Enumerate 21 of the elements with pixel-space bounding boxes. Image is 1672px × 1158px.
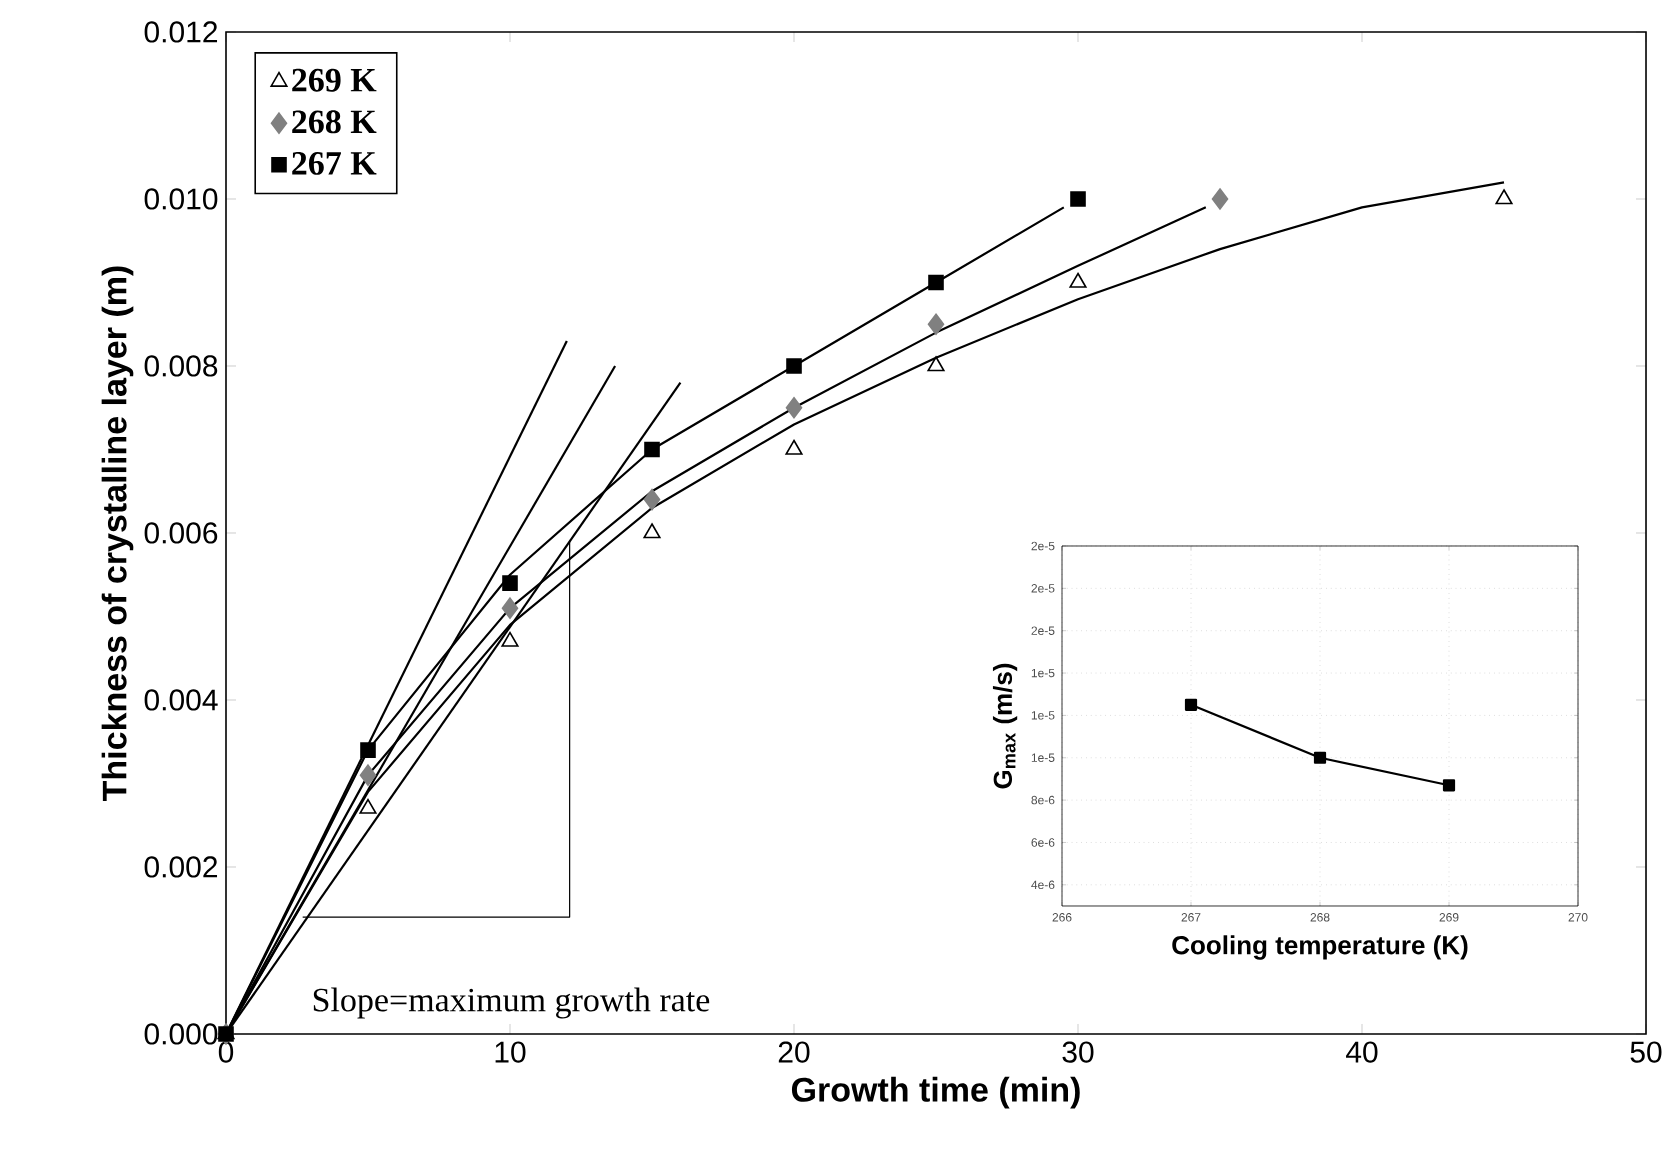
y-tick-label: 0.010 <box>144 188 218 210</box>
x-tick-label: 0 <box>218 1041 234 1063</box>
legend-label: 268 K <box>292 110 377 134</box>
annotation: Slope=maximum growth rate <box>313 987 710 1019</box>
y-axis-title: G$_{max}$ (m/s) <box>992 663 1018 789</box>
x-tick-label: 40 <box>1346 1041 1378 1063</box>
x-tick-label: 10 <box>495 1041 526 1063</box>
x-axis-title: Cooling temperature (K) <box>1172 935 1468 960</box>
y-tick-label: 0.000 <box>144 1023 218 1045</box>
y-tick-label: 0.004 <box>144 689 218 711</box>
y-tick-label: 0.012 <box>144 21 218 43</box>
y-tick-label: 0.002 <box>144 856 218 878</box>
legend-label: 269 K <box>292 68 377 92</box>
x-axis-title: Growth time (min) <box>791 1076 1080 1109</box>
y-tick-label: 0.006 <box>144 522 218 544</box>
x-tick-label: 30 <box>1062 1041 1094 1063</box>
x-tick-label: 20 <box>778 1041 810 1063</box>
y-tick-label: 0.008 <box>144 355 218 377</box>
x-tick-label: 50 <box>1630 1041 1662 1063</box>
legend-label: 267 K <box>292 151 377 175</box>
y-axis-title: Thickness of crystalline layer (m) <box>101 266 134 801</box>
